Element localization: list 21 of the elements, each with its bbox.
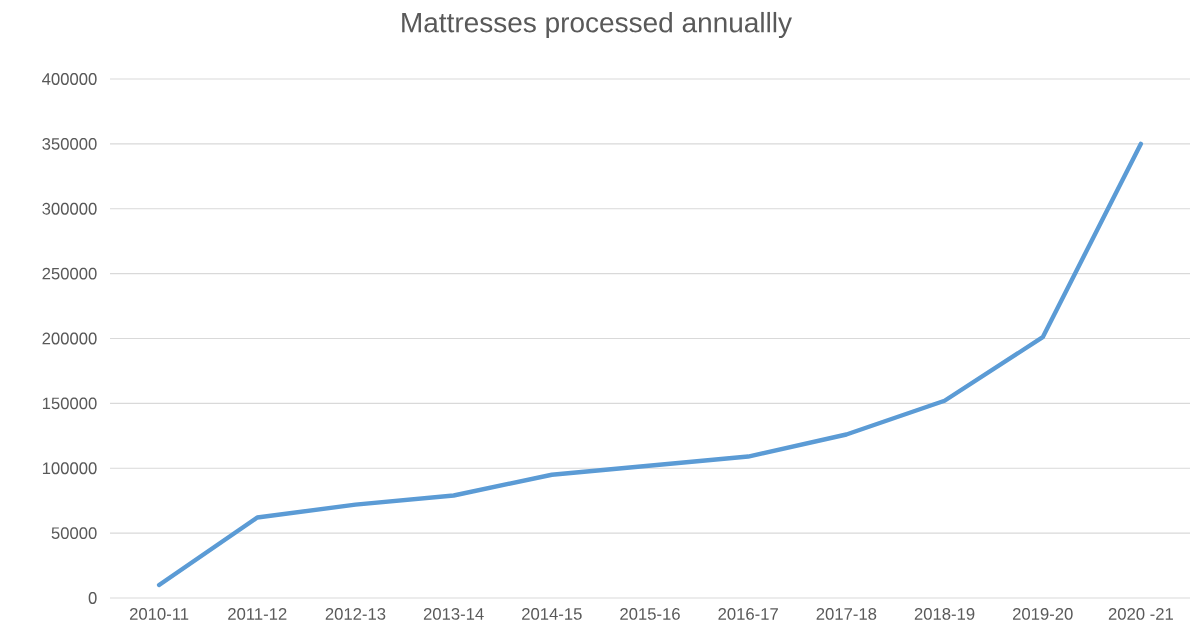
y-tick-label: 300000 bbox=[42, 202, 97, 215]
x-tick-label: 2017-18 bbox=[816, 608, 877, 620]
y-tick-label: 0 bbox=[88, 592, 97, 604]
y-tick-label: 250000 bbox=[42, 267, 97, 280]
y-tick-label: 400000 bbox=[42, 73, 97, 85]
x-tick-label: 2011-12 bbox=[228, 608, 287, 620]
y-tick-label: 150000 bbox=[42, 397, 97, 410]
x-tick-label: 2018-19 bbox=[914, 608, 975, 620]
x-tick-label: 2014-15 bbox=[522, 608, 582, 620]
x-tick-label: 2013-14 bbox=[423, 608, 484, 620]
x-tick-label: 2020 -21 bbox=[1108, 608, 1173, 620]
y-tick-label: 350000 bbox=[42, 137, 97, 150]
chart-title: Mattresses processed annuallly bbox=[402, 11, 792, 39]
x-tick-label: 2012-13 bbox=[325, 608, 386, 620]
y-tick-label: 50000 bbox=[51, 527, 97, 540]
x-tick-label: 2019-20 bbox=[1012, 608, 1073, 620]
x-tick-label: 2010-11 bbox=[129, 608, 189, 620]
x-tick-label: 2015-16 bbox=[620, 608, 680, 620]
x-tick-label: 2016-17 bbox=[718, 608, 778, 620]
y-tick-label: 100000 bbox=[42, 462, 97, 475]
y-tick-label: 200000 bbox=[42, 332, 97, 345]
